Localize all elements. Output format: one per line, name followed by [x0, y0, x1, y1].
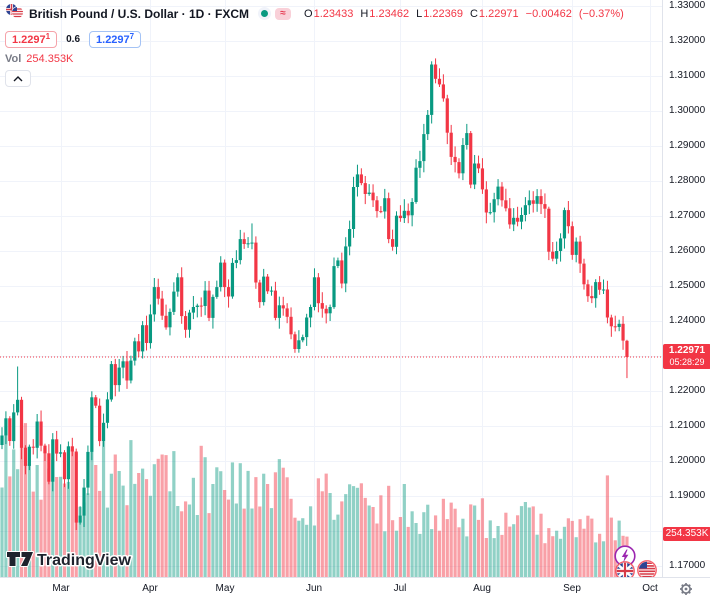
price-axis-label: 1.32000 [669, 35, 706, 46]
symbol-title[interactable]: British Pound / U.S. Dollar · 1D · FXCM [29, 6, 250, 21]
current-price-value: 1.22971 [668, 345, 706, 356]
low-value: 1.22369 [423, 7, 463, 20]
price-axis-label: 1.30000 [669, 105, 706, 116]
change-value: −0.00462 [525, 7, 572, 20]
legend-title-row: British Pound / U.S. Dollar · 1D · FXCM … [5, 3, 624, 24]
time-axis-label: Jun [305, 583, 323, 594]
economic-event-uk-flag-icon[interactable] [615, 561, 635, 577]
price-axis-label: 1.27000 [669, 210, 706, 221]
price-axis-label: 1.24000 [669, 315, 706, 326]
volume-bars [0, 423, 629, 577]
volume-row: Vol 254.353K [5, 53, 624, 65]
open-label: O [304, 7, 313, 20]
close-value: 1.22971 [478, 7, 519, 20]
open-value: 1.23433 [313, 7, 354, 20]
market-status-icon[interactable] [258, 7, 272, 20]
tradingview-logo-text: TradingView [37, 552, 132, 569]
current-price-tag: 1.22971 05:28:29 [663, 344, 710, 369]
collapse-legend-button[interactable] [5, 70, 31, 87]
high-label: H [360, 7, 369, 20]
chevron-up-icon [13, 75, 23, 81]
candles [0, 58, 629, 530]
tradingview-logo[interactable]: TradingView [5, 547, 175, 577]
time-axis-label: Aug [473, 583, 491, 594]
volume-label: Vol [5, 53, 22, 65]
tradingview-mark-icon [6, 551, 34, 567]
price-axis-label: 1.26000 [669, 245, 706, 256]
low-label: L [416, 7, 423, 20]
time-axis-label: Sep [563, 583, 581, 594]
chart-canvas[interactable]: British Pound / U.S. Dollar · 1D · FXCM … [0, 0, 662, 577]
ohlc-values: O 1.23433 H 1.23462 L 1.22369 C 1.22971 −0.0… [297, 8, 624, 20]
time-axis-label: Oct [642, 583, 658, 594]
price-axis-label: 1.28000 [669, 175, 706, 186]
time-axis-label: Jul [393, 583, 407, 594]
price-axis-label: 1.22000 [669, 385, 706, 396]
price-axis-label: 1.17000 [669, 560, 706, 571]
price-axis-label: 1.33000 [669, 0, 706, 11]
price-axis-label: 1.20000 [669, 455, 706, 466]
price-axis-label: 1.29000 [669, 140, 706, 151]
axis-settings-gear-icon[interactable] [679, 582, 693, 596]
market-open-dot-icon [261, 10, 269, 17]
high-value: 1.23462 [369, 7, 410, 20]
delayed-data-icon[interactable] [275, 7, 292, 20]
price-axis-label: 1.19000 [669, 490, 706, 501]
price-axis-label: 1.21000 [669, 420, 706, 431]
trade-buttons-row: 1.2297 1 0.6 1.2297 7 [5, 31, 624, 48]
chart-legend: British Pound / U.S. Dollar · 1D · FXCM … [5, 3, 624, 87]
time-axis[interactable]: Mar Apr May Jun Jul Aug Sep Oct [0, 577, 662, 600]
economic-event-us-flag-icon[interactable] [637, 560, 657, 577]
volume-value: 254.353K [26, 53, 74, 65]
volume-axis-tag: 254.353K [663, 527, 710, 541]
time-axis-label: Apr [142, 583, 158, 594]
time-axis-label: Mar [52, 583, 70, 594]
price-axis-label: 1.25000 [669, 280, 706, 291]
change-percent: (−0.37%) [578, 7, 624, 20]
bar-countdown-timer: 05:28:29 [669, 357, 705, 367]
buy-button[interactable]: 1.2297 7 [89, 31, 142, 48]
time-axis-label: May [215, 583, 235, 594]
price-axis-label: 1.31000 [669, 70, 706, 81]
sell-button[interactable]: 1.2297 1 [5, 31, 58, 48]
price-axis[interactable]: 1.22971 05:28:29 254.353K 1.33000 1.32000… [662, 0, 710, 577]
close-label: C [469, 7, 478, 20]
symbol-pair-flags-icon [5, 3, 24, 24]
spread-value: 0.6 [66, 34, 81, 45]
axis-corner [662, 577, 710, 600]
candlestick-chart[interactable] [0, 0, 662, 577]
